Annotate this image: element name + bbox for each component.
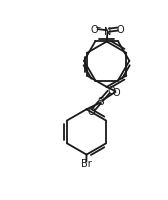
Text: −: − <box>95 23 101 32</box>
Text: O: O <box>108 86 115 96</box>
Text: Br: Br <box>81 158 91 168</box>
Text: S: S <box>97 96 104 106</box>
Text: O: O <box>116 25 124 35</box>
Text: N: N <box>104 26 111 36</box>
Text: O: O <box>87 106 95 116</box>
Text: O: O <box>113 87 121 97</box>
Text: O: O <box>91 25 99 35</box>
